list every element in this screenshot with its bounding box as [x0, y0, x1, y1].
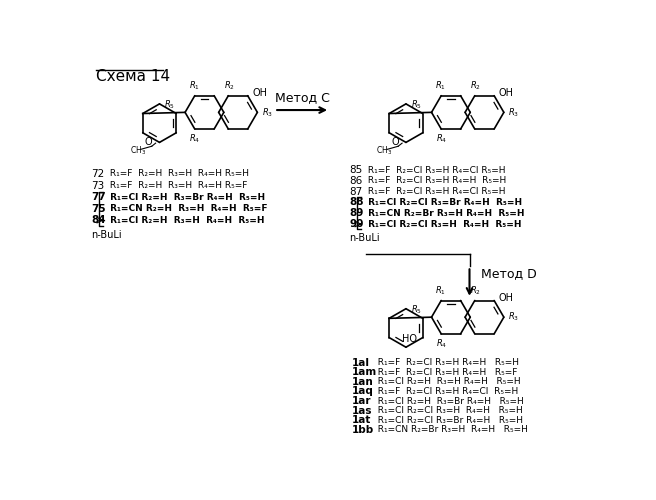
Text: $R_5$: $R_5$: [411, 304, 422, 316]
Text: R₁=CN R₂=H  R₃=H  R₄=H  R₅=F: R₁=CN R₂=H R₃=H R₄=H R₅=F: [107, 204, 267, 213]
Text: R₁=Cl R₂=Cl R₃=Br R₄=H  R₅=H: R₁=Cl R₂=Cl R₃=Br R₄=H R₅=H: [365, 198, 522, 207]
Text: Схема 14: Схема 14: [96, 69, 170, 84]
Text: 1as: 1as: [352, 406, 372, 415]
Text: 72: 72: [91, 169, 104, 179]
Text: R₁=Cl R₂=H  R₃=Br R₄=H  R₅=H: R₁=Cl R₂=H R₃=Br R₄=H R₅=H: [107, 192, 265, 202]
Text: O: O: [145, 138, 152, 147]
Text: Метод С: Метод С: [275, 91, 329, 104]
Text: 88: 88: [350, 198, 364, 207]
Text: R₁=CN R₂=Br R₃=H  R₄=H   R₅=H: R₁=CN R₂=Br R₃=H R₄=H R₅=H: [372, 426, 527, 434]
Text: 89: 89: [350, 208, 363, 218]
Text: $R_2$: $R_2$: [470, 80, 481, 92]
Text: 73: 73: [91, 180, 104, 190]
Text: 85: 85: [350, 165, 363, 175]
Text: $R_5$: $R_5$: [165, 98, 176, 111]
Text: $R_4$: $R_4$: [189, 133, 200, 145]
Text: 87: 87: [350, 186, 363, 196]
Text: $R_3$: $R_3$: [508, 106, 520, 118]
Text: 84: 84: [91, 215, 106, 225]
Text: 1at: 1at: [352, 416, 371, 426]
Text: 1an: 1an: [352, 377, 373, 387]
Text: 1am: 1am: [352, 367, 377, 377]
Text: n-BuLi: n-BuLi: [91, 230, 122, 240]
Text: 1al: 1al: [352, 358, 370, 368]
Text: HO: HO: [401, 334, 417, 344]
Text: R₁=CN R₂=Br R₃=H R₄=H  R₅=H: R₁=CN R₂=Br R₃=H R₄=H R₅=H: [365, 208, 524, 218]
Text: R₁=Cl R₂=H  R₃=H R₄=H   R₅=H: R₁=Cl R₂=H R₃=H R₄=H R₅=H: [372, 378, 520, 386]
Text: $R_4$: $R_4$: [436, 133, 447, 145]
Text: $R_1$: $R_1$: [435, 284, 446, 296]
Text: R₁=F  R₂=Cl R₃=H R₄=H  R₅=H: R₁=F R₂=Cl R₃=H R₄=H R₅=H: [365, 176, 506, 186]
Text: CH$_3$: CH$_3$: [130, 144, 146, 157]
Text: $R_3$: $R_3$: [508, 311, 520, 324]
Text: 90: 90: [350, 219, 363, 229]
Text: R₁=F  R₂=Cl R₃=H R₄=H   R₅=H: R₁=F R₂=Cl R₃=H R₄=H R₅=H: [372, 358, 519, 367]
Text: 75: 75: [91, 204, 106, 214]
Text: OH: OH: [499, 88, 514, 99]
Text: R₁=F  R₂=Cl R₃=H R₄=Cl  R₅=H: R₁=F R₂=Cl R₃=H R₄=Cl R₅=H: [372, 387, 518, 396]
Text: R₁=F  R₂=Cl R₃=H R₄=Cl R₅=H: R₁=F R₂=Cl R₃=H R₄=Cl R₅=H: [365, 187, 505, 196]
Text: OH: OH: [499, 293, 514, 303]
Text: CH$_3$: CH$_3$: [376, 144, 392, 157]
Text: R₁=Cl R₂=Cl R₃=Br R₄=H   R₅=H: R₁=Cl R₂=Cl R₃=Br R₄=H R₅=H: [372, 416, 523, 425]
Text: $R_1$: $R_1$: [435, 80, 446, 92]
Text: O: O: [391, 138, 399, 147]
Text: R₁=F  R₂=Cl R₃=H R₄=H   R₅=F: R₁=F R₂=Cl R₃=H R₄=H R₅=F: [372, 368, 517, 376]
Text: 77: 77: [91, 192, 106, 202]
Text: R₁=Cl R₂=Cl R₃=H  R₄=H   R₅=H: R₁=Cl R₂=Cl R₃=H R₄=H R₅=H: [372, 406, 523, 415]
Text: $R_1$: $R_1$: [188, 80, 199, 92]
Text: $R_4$: $R_4$: [436, 338, 447, 350]
Text: R₁=Cl R₂=Cl R₃=H  R₄=H  R₅=H: R₁=Cl R₂=Cl R₃=H R₄=H R₅=H: [365, 220, 522, 228]
Text: 1ar: 1ar: [352, 396, 371, 406]
Text: 1bb: 1bb: [352, 425, 374, 435]
Text: Метод D: Метод D: [481, 268, 537, 280]
Text: $R_2$: $R_2$: [470, 284, 481, 296]
Text: n-BuLi: n-BuLi: [350, 233, 380, 243]
Text: R₁=Cl R₂=H  R₃=Br R₄=H   R₅=H: R₁=Cl R₂=H R₃=Br R₄=H R₅=H: [372, 396, 523, 406]
Text: R₁=F  R₂=Cl R₃=H R₄=Cl R₅=H: R₁=F R₂=Cl R₃=H R₄=Cl R₅=H: [365, 166, 505, 174]
Text: $R_2$: $R_2$: [224, 80, 235, 92]
Text: 86: 86: [350, 176, 363, 186]
Text: 1aq: 1aq: [352, 386, 373, 396]
Text: $R_5$: $R_5$: [411, 98, 422, 111]
Text: R₁=F  R₂=H  R₃=H  R₄=H R₅=H: R₁=F R₂=H R₃=H R₄=H R₅=H: [107, 170, 249, 178]
Text: OH: OH: [253, 88, 268, 99]
Text: R₁=Cl R₂=H  R₃=H  R₄=H  R₅=H: R₁=Cl R₂=H R₃=H R₄=H R₅=H: [107, 216, 264, 224]
Text: R₁=F  R₂=H  R₃=H  R₄=H R₅=F: R₁=F R₂=H R₃=H R₄=H R₅=F: [107, 181, 247, 190]
Text: $R_3$: $R_3$: [262, 106, 273, 118]
